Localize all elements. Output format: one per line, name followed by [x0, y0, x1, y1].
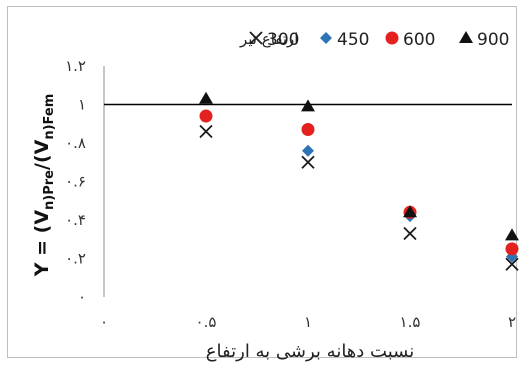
x-tick-label-3: ۱.۵: [400, 313, 421, 331]
point-450-1: [302, 144, 314, 157]
series-900: [199, 91, 519, 241]
series-450: [200, 110, 518, 263]
x-axis-label: نسبت دهانه برشی به ارتفاع: [206, 341, 414, 362]
point-900-0: [199, 91, 213, 104]
legend-item-450: 450: [320, 30, 369, 50]
y-tick-label-1: ۰.۲: [65, 250, 86, 268]
point-300-0: [199, 124, 213, 139]
x-tick-label-0: ۰: [100, 313, 108, 331]
point-600-0: [199, 109, 213, 123]
data-marks: [199, 91, 519, 271]
legend-label-600: 600: [403, 30, 435, 50]
y-label-pre: )Pre: [42, 170, 57, 201]
point-300-0-stroke-b: [199, 124, 213, 139]
point-600-1: [301, 123, 315, 137]
y-label-fem: )Fem: [42, 94, 57, 131]
point-900-3: [505, 228, 519, 241]
y-axis-label: Y = (Vn)Pre/(Vn)Fem: [31, 94, 57, 278]
legend-label-450: 450: [337, 30, 369, 50]
y-tick-label-6: ۱.۲: [65, 57, 86, 75]
legend-item-900: 900: [459, 30, 509, 50]
x-tick-label-1: ۰.۵: [196, 313, 217, 331]
series-300: [199, 124, 519, 271]
point-900-1: [301, 99, 315, 112]
y-label-sub-n2: n: [42, 130, 57, 139]
point-300-1-stroke-b: [301, 155, 315, 169]
legend-item-600: 600: [385, 30, 435, 50]
point-300-2: [403, 226, 417, 241]
x-tick-label-4: ۲: [508, 313, 516, 331]
y-tick-label-4: ۰.۸: [65, 134, 86, 152]
chart-frame: [7, 6, 517, 358]
series-600: [199, 109, 519, 256]
point-900-2: [403, 205, 417, 218]
legend-label-300: 300: [267, 30, 299, 50]
legend-marker-300-stroke-b: [249, 31, 263, 45]
legend-marker-900: [459, 31, 473, 43]
point-450-3: [506, 250, 518, 263]
y-label-lhs: Y = (V: [31, 210, 53, 278]
legend-marker-450: [320, 32, 332, 44]
point-300-2-stroke-b: [403, 226, 417, 241]
y-tick-label-0: ۰: [78, 288, 86, 306]
legend-item-300: 300: [249, 30, 299, 50]
legend-title: ارتفاع تیر: [239, 30, 298, 48]
y-tick-label-5: ۱: [78, 96, 86, 114]
point-300-3-stroke-b: [505, 257, 519, 271]
point-600-3: [505, 242, 519, 256]
legend-marker-300: [249, 31, 263, 45]
legend-label-900: 900: [477, 30, 509, 50]
x-tick-label-2: ۱: [304, 313, 312, 331]
y-tick-label-2: ۰.۴: [65, 211, 86, 229]
y-label-mid: /(V: [31, 139, 53, 170]
y-tick-label-3: ۰.۶: [65, 173, 86, 191]
y-label-sub-n1: n: [42, 201, 57, 210]
legend-marker-600: [385, 31, 399, 45]
point-300-3: [505, 257, 519, 271]
axes: ۰ ۰.۲ ۰.۴ ۰.۶ ۰.۸ ۱ ۱.۲ ۰ ۰.۵ ۱ ۱.۵ ۲: [65, 57, 516, 331]
point-300-1: [301, 155, 315, 169]
